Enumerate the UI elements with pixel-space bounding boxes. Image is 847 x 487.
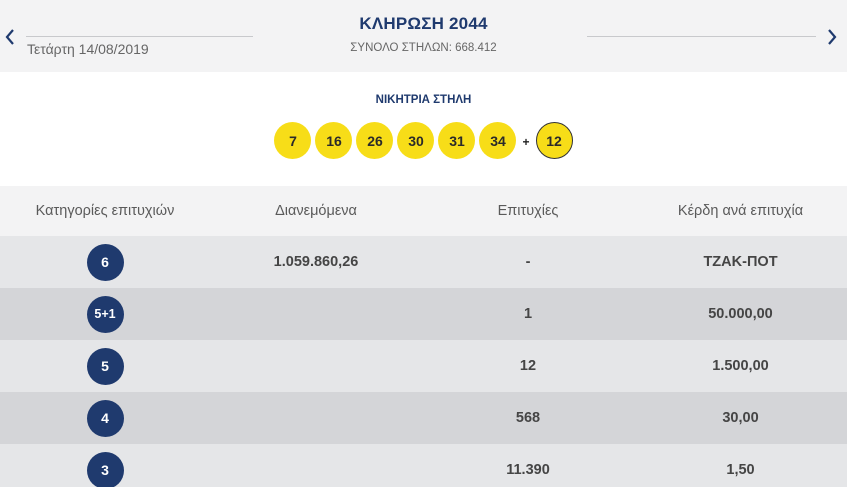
prize-table: Κατηγορίες επιτυχιών Διανεμόμενα Επιτυχί… [0,186,847,487]
winning-ball: 26 [356,122,394,159]
divider-left [26,36,253,37]
column-header-winners: Επιτυχίες [497,203,559,219]
prize-per-winner: 1,50 [726,462,755,478]
chevron-left-icon[interactable] [3,26,19,48]
prize-per-winner: ΤΖΑΚ-ΠΟΤ [703,254,778,270]
table-row: 6 1.059.860,26 - ΤΖΑΚ-ΠΟΤ [0,236,847,288]
winning-column-title: ΝΙΚΗΤΡΙΑ ΣΤΗΛΗ [375,94,472,106]
table-row: 3 11.390 1,50 [0,444,847,487]
category-badge: 4 [86,399,124,437]
category-badge: 3 [86,451,124,487]
divider-right [587,36,816,37]
category-badge: 5 [86,347,124,385]
winners-count: 1 [523,306,533,322]
table-row: 5 12 1.500,00 [0,340,847,392]
draw-date: Τετάρτη 14/08/2019 [27,41,149,57]
winning-ball: 7 [274,122,312,159]
table-row: 5+1 1 50.000,00 [0,288,847,340]
winning-ball: 30 [397,122,435,159]
column-header-distributed: Διανεμόμενα [275,203,357,219]
winners-count: 12 [519,358,537,374]
column-header-prize: Κέρδη ανά επιτυχία [677,203,804,219]
winning-ball: 16 [315,122,353,159]
category-badge: 6 [86,243,124,281]
joker-ball: 12 [535,122,573,159]
plus-sign: + [522,134,530,149]
chevron-right-icon[interactable] [825,26,841,48]
draw-header: Τετάρτη 14/08/2019 ΚΛΗΡΩΣΗ 2044 ΣΥΝΟΛΟ Σ… [0,0,847,72]
column-header-category: Κατηγορίες επιτυχιών [35,203,175,219]
category-badge: 5+1 [86,295,124,333]
winning-numbers: 7 16 26 30 31 34 + 12 [0,122,847,159]
winning-ball: 34 [479,122,517,159]
prize-per-winner: 50.000,00 [708,306,773,322]
prize-per-winner: 30,00 [722,410,759,426]
winners-count: - [525,254,531,270]
table-row: 4 568 30,00 [0,392,847,444]
table-header: Κατηγορίες επιτυχιών Διανεμόμενα Επιτυχί… [0,186,847,236]
total-columns: ΣΥΝΟΛΟ ΣΤΗΛΩΝ: 668.412 [350,42,497,54]
winners-count: 568 [515,410,541,426]
winners-count: 11.390 [506,462,550,478]
prize-per-winner: 1.500,00 [712,358,769,374]
draw-title: ΚΛΗΡΩΣΗ 2044 [359,14,488,33]
winning-ball: 31 [438,122,476,159]
distributed-amount: 1.059.860,26 [273,254,359,270]
